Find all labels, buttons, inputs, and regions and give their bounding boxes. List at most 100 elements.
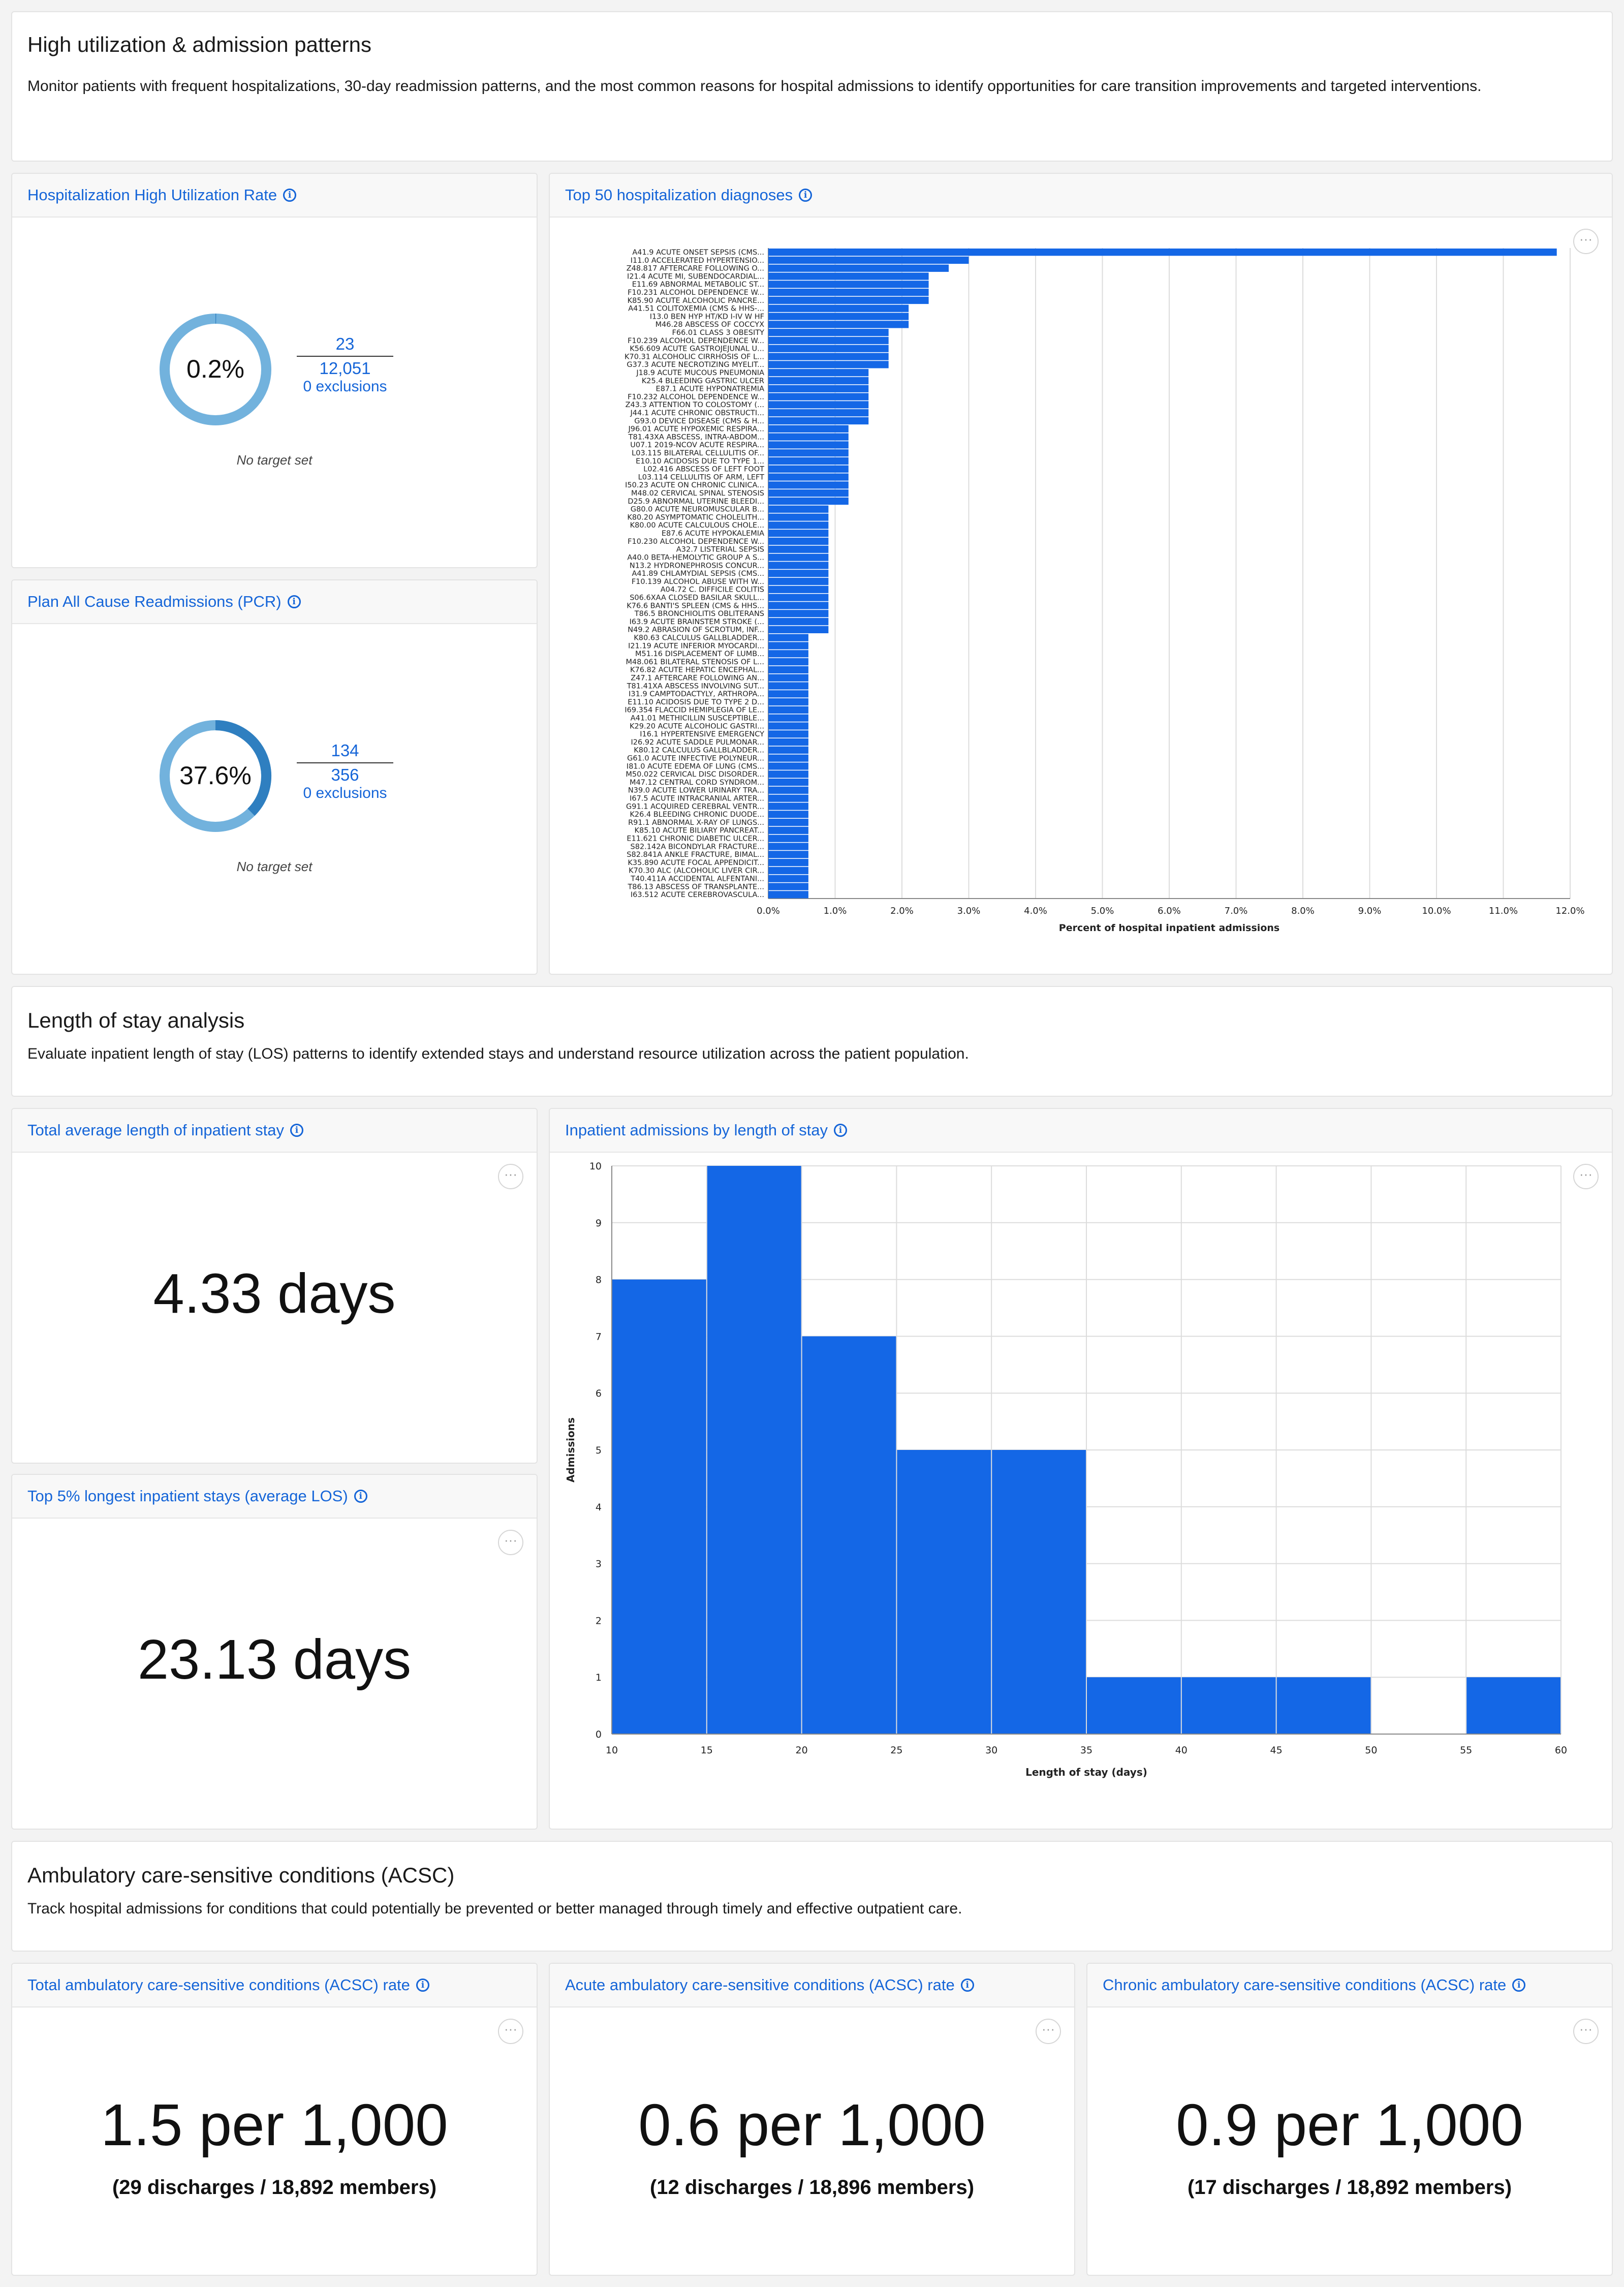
info-icon[interactable]: i [799,189,813,202]
diagnoses-bar-chart: 0.0% 1.0% 2.0% 3.0% 4.0% 5.0% 6.0% 7.0% 8.0% 9.0%… [624,248,1585,934]
more-options-icon[interactable]: ··· [1573,1164,1599,1189]
card-header: Top 5% longest inpatient stays (average … [12,1475,537,1519]
bar [768,530,829,537]
bar [768,545,829,553]
category-label: D25.9 ABNORMAL UTERINE BLEEDI... [628,498,764,506]
card-title[interactable]: Total average length of inpatient stay [27,1121,284,1139]
y-tick-label: 0 [596,1729,602,1740]
more-options-icon[interactable]: ··· [1036,2019,1061,2044]
category-label: I31.9 CAMPTODACTYLY, ARTHROPA... [629,690,764,698]
category-label: K56.609 ACUTE GASTROJEJUNAL U... [630,345,764,353]
bar [768,730,808,738]
bar [768,393,869,400]
category-label: R91.1 ABNORMAL X-RAY OF LUNGS... [628,819,764,827]
bar [768,658,808,666]
card-title[interactable]: Plan All Cause Readmissions (PCR) [27,593,282,610]
more-options-icon[interactable]: ··· [498,1164,523,1189]
bar [768,843,808,850]
section-acsc: Ambulatory care-sensitive conditions (AC… [11,1841,1613,1952]
x-tick-label: 55 [1460,1745,1472,1756]
x-tick-label: 10.0% [1422,906,1451,916]
category-label: G37.3 ACUTE NECROTIZING MYELIT... [627,361,764,369]
x-tick-label: 4.0% [1024,906,1047,916]
histogram-bar [897,1450,991,1734]
bar [768,249,1557,256]
bar [768,345,889,352]
more-options-icon[interactable]: ··· [1573,2019,1599,2044]
card-title[interactable]: Chronic ambulatory care-sensitive condit… [1103,1976,1507,1994]
info-icon[interactable]: i [833,1124,847,1137]
bar [768,433,849,441]
x-tick-label: 60 [1555,1745,1567,1756]
info-icon[interactable]: i [960,1979,974,1992]
card-title[interactable]: Inpatient admissions by length of stay [565,1121,828,1139]
category-label: F10.230 ALCOHOL DEPENDENCE W... [628,538,764,546]
bar [768,650,808,658]
category-label: G61.0 ACUTE INFECTIVE POLYNEUR... [627,755,764,763]
bar [768,770,808,778]
category-label: A41.51 COLITOXEMIA (CMS & HHS-... [628,305,764,313]
more-options-icon[interactable]: ··· [498,2019,523,2044]
category-label: L02.416 ABSCESS OF LEFT FOOT [643,466,764,474]
card-header: Chronic ambulatory care-sensitive condit… [1087,1964,1612,2007]
category-label: K85.10 ACUTE BILIARY PANCREAT... [635,827,764,835]
exclusions[interactable]: 0 exclusions [303,378,387,395]
exclusions[interactable]: 0 exclusions [303,785,387,801]
bar [768,577,829,585]
bar [768,465,849,473]
category-label: J44.1 ACUTE CHRONIC OBSTRUCTI... [630,409,764,417]
bar [768,377,869,385]
more-options-icon[interactable]: ··· [498,1530,523,1555]
metric-detail: (17 discharges / 18,892 members) [1187,2176,1512,2199]
metric-detail: (29 discharges / 18,892 members) [112,2176,437,2199]
card-title[interactable]: Top 50 hospitalization diagnoses [565,186,793,204]
category-label: E11.10 ACIDOSIS DUE TO TYPE 2 D... [628,698,764,706]
info-icon[interactable]: i [287,595,301,608]
bar [768,617,829,626]
category-label: M48.061 BILATERAL STENOSIS OF L... [626,658,764,666]
section-utilization: High utilization & admission patterns Mo… [11,11,1613,162]
x-tick-label: 45 [1270,1745,1283,1756]
bar [768,794,808,802]
denominator[interactable]: 12,051 [319,359,371,378]
rate-ratio[interactable]: 134 356 0 exclusions [297,741,393,802]
category-label: T40.411A ACCIDENTAL ALFENTANI... [630,875,764,883]
category-label: I63.512 ACUTE CEREBROVASCULA... [631,891,764,899]
card-title[interactable]: Total ambulatory care-sensitive conditio… [27,1976,410,1994]
x-axis-label: Percent of hospital inpatient admissions [1059,922,1279,934]
info-icon[interactable]: i [1512,1979,1526,1992]
bar [768,698,808,706]
category-label: U07.1 2019-NCOV ACUTE RESPIRA... [630,441,764,449]
x-tick-label: 8.0% [1291,906,1315,916]
category-label: K76.82 ACUTE HEPATIC ENCEPHAL... [630,666,764,674]
bar [768,353,889,360]
info-icon[interactable]: i [290,1124,303,1137]
more-options-icon[interactable]: ··· [1573,229,1599,254]
numerator[interactable]: 134 [331,741,359,760]
card-title[interactable]: Top 5% longest inpatient stays (average … [27,1487,348,1505]
x-tick-label: 9.0% [1358,906,1382,916]
bar [768,425,849,432]
numerator[interactable]: 23 [335,334,355,353]
avg-los-card: Total average length of inpatient stay i… [11,1108,538,1464]
bar [768,369,869,377]
info-icon[interactable]: i [283,189,297,202]
card-title[interactable]: Hospitalization High Utilization Rate [27,186,277,204]
rate-ratio[interactable]: 23 12,051 0 exclusions [297,334,393,395]
category-label: A41.9 ACUTE ONSET SEPSIS (CMS... [632,249,764,257]
category-label: I11.0 ACCELERATED HYPERTENSIO... [631,257,764,265]
histogram-bar [1087,1677,1181,1734]
bar [768,313,909,320]
info-icon[interactable]: i [416,1979,429,1992]
section-description: Evaluate inpatient length of stay (LOS) … [27,1045,969,1062]
card-title[interactable]: Acute ambulatory care-sensitive conditio… [565,1976,955,1994]
card-header: Hospitalization High Utilization Rate i [12,174,537,218]
x-tick-label: 5.0% [1091,906,1114,916]
denominator[interactable]: 356 [331,765,359,784]
bar [768,296,929,304]
card-header: Total ambulatory care-sensitive conditio… [12,1964,537,2007]
info-icon[interactable]: i [354,1490,367,1503]
acsc-acute-card: Acute ambulatory care-sensitive conditio… [549,1963,1075,2276]
card-header: Total average length of inpatient stay i [12,1109,537,1153]
category-label: F10.239 ALCOHOL DEPENDENCE W... [628,337,764,345]
